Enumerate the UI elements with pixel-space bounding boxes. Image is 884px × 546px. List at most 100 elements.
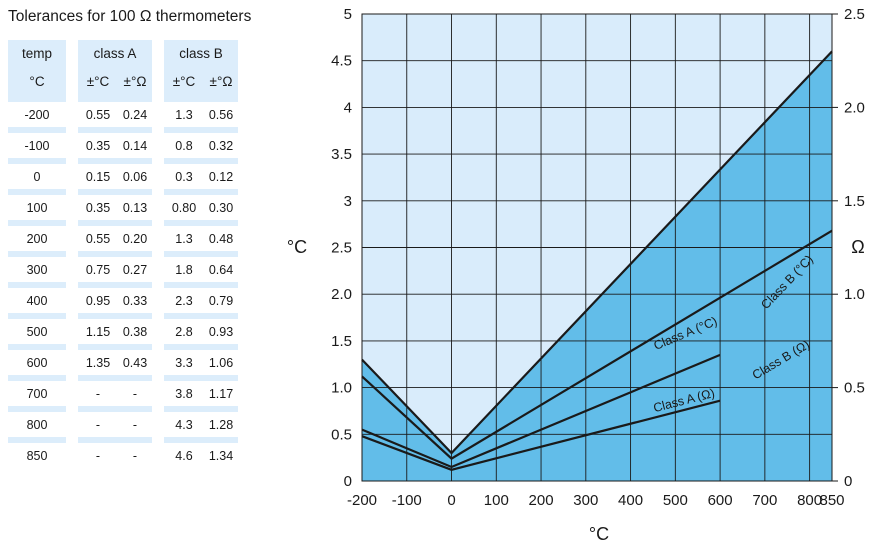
cell-a-degc: - <box>95 417 101 432</box>
cell-b-degc: 4.6 <box>175 448 193 463</box>
y-left-tick-label: 4 <box>344 99 352 116</box>
header-temp: temp <box>8 40 66 66</box>
cell-temp: 600 <box>26 355 48 370</box>
cell-temp: 200 <box>26 231 48 246</box>
table-row: 0 0.15 0.06 0.3 0.12 <box>8 164 238 189</box>
cell-temp: 700 <box>26 386 48 401</box>
x-tick-label: 200 <box>529 492 554 509</box>
table-row: 700 - - 3.8 1.17 <box>8 381 238 406</box>
header-b-degc: ±°C <box>164 66 204 96</box>
y-left-tick-label: 2.5 <box>331 240 352 257</box>
cell-b-degc: 2.8 <box>175 324 193 339</box>
cell-a-degc: - <box>95 386 101 401</box>
cell-temp: -100 <box>24 138 50 153</box>
cell-a-degc: 0.35 <box>85 138 111 153</box>
cell-a-degc: 0.15 <box>85 169 111 184</box>
cell-b-degc: 3.3 <box>175 355 193 370</box>
y-left-tick-label: 2.0 <box>331 286 352 303</box>
cell-b-degc: 0.80 <box>171 200 197 215</box>
table-row: 300 0.75 0.27 1.8 0.64 <box>8 257 238 282</box>
cell-a-ohm: - <box>132 417 138 432</box>
y-right-tick-label: 2.0 <box>844 99 865 116</box>
table-row: 850 - - 4.6 1.34 <box>8 443 238 468</box>
y-right-tick-label: 2.5 <box>844 6 865 23</box>
y-right-tick-label: 1.5 <box>844 193 865 210</box>
tolerance-table: temp class A class B °C ±°C ±°Ω ±°C ±°Ω … <box>8 40 238 468</box>
cell-a-degc: - <box>95 448 101 463</box>
cell-a-degc: 0.75 <box>85 262 111 277</box>
y-left-tick-label: 4.5 <box>331 53 352 70</box>
cell-a-ohm: 0.27 <box>122 262 148 277</box>
cell-b-degc: 3.8 <box>175 386 193 401</box>
cell-b-ohm: 1.28 <box>208 417 234 432</box>
y-left-axis-label: °C <box>287 237 307 257</box>
y-right-axis-label: Ω <box>851 237 864 257</box>
cell-a-ohm: - <box>132 386 138 401</box>
y-right-tick-label: 0.5 <box>844 380 865 397</box>
header-b-ohm: ±°Ω <box>204 66 238 96</box>
cell-temp: 0 <box>33 169 41 184</box>
cell-b-ohm: 0.79 <box>208 293 234 308</box>
cell-b-ohm: 1.06 <box>208 355 234 370</box>
cell-b-degc: 1.3 <box>175 231 193 246</box>
cell-temp: 400 <box>26 293 48 308</box>
x-axis-label: °C <box>589 524 609 544</box>
y-left-tick-label: 3.5 <box>331 146 352 163</box>
cell-a-ohm: 0.43 <box>122 355 148 370</box>
class-a-degc-line <box>361 353 721 469</box>
table-row: 600 1.35 0.43 3.3 1.06 <box>8 350 238 375</box>
cell-a-degc: 0.55 <box>85 107 111 122</box>
cell-b-ohm: 1.17 <box>208 386 234 401</box>
y-left-tick-label: 1.0 <box>331 380 352 397</box>
y-right-tick-label: 0 <box>844 473 852 490</box>
header-temp-unit: °C <box>8 66 66 96</box>
cell-a-ohm: 0.06 <box>122 169 148 184</box>
table-title: Tolerances for 100 Ω thermometers <box>8 8 252 25</box>
cell-a-degc: 0.95 <box>85 293 111 308</box>
cell-a-degc: 1.15 <box>85 324 111 339</box>
y-left-tick-label: 0.5 <box>331 426 352 443</box>
y-left-tick-label: 3 <box>344 193 352 210</box>
x-tick-label: 850 <box>819 492 844 509</box>
x-tick-label: 100 <box>484 492 509 509</box>
cell-a-ohm: 0.24 <box>122 107 148 122</box>
cell-b-degc: 1.3 <box>175 107 193 122</box>
cell-a-degc: 0.55 <box>85 231 111 246</box>
plot-frame <box>361 13 833 482</box>
table-row: 400 0.95 0.33 2.3 0.79 <box>8 288 238 313</box>
cell-b-degc: 2.3 <box>175 293 193 308</box>
x-tick-label: 400 <box>618 492 643 509</box>
cell-b-ohm: 0.64 <box>208 262 234 277</box>
x-tick-label: 600 <box>708 492 733 509</box>
cell-a-ohm: 0.38 <box>122 324 148 339</box>
y-right-tick-label: 1.0 <box>844 286 865 303</box>
tolerance-area-fill <box>362 51 832 482</box>
header-a-degc: ±°C <box>78 66 118 96</box>
y-left-tick-label: 0 <box>344 473 352 490</box>
table-row: 100 0.35 0.13 0.80 0.30 <box>8 195 238 220</box>
table-row: 500 1.15 0.38 2.8 0.93 <box>8 319 238 344</box>
cell-b-degc: 0.3 <box>175 169 193 184</box>
cell-b-degc: 0.8 <box>175 138 193 153</box>
cell-b-ohm: 0.48 <box>208 231 234 246</box>
cell-temp: 800 <box>26 417 48 432</box>
header-a-ohm: ±°Ω <box>118 66 152 96</box>
cell-b-ohm: 0.32 <box>208 138 234 153</box>
cell-a-ohm: 0.14 <box>122 138 148 153</box>
table-row: 800 - - 4.3 1.28 <box>8 412 238 437</box>
cell-b-degc: 1.8 <box>175 262 193 277</box>
cell-b-ohm: 1.34 <box>208 448 234 463</box>
cell-temp: 850 <box>26 448 48 463</box>
x-tick-label: 500 <box>663 492 688 509</box>
class-a-ohm-line <box>361 399 721 471</box>
header-class-b: class B <box>164 40 238 66</box>
cell-temp: 500 <box>26 324 48 339</box>
table-row: -200 0.55 0.24 1.3 0.56 <box>8 102 238 127</box>
cell-a-degc: 0.35 <box>85 200 111 215</box>
x-tick-label: 700 <box>752 492 777 509</box>
table-row: 200 0.55 0.20 1.3 0.48 <box>8 226 238 251</box>
y-left-tick-label: 1.5 <box>331 333 352 350</box>
table-row: -100 0.35 0.14 0.8 0.32 <box>8 133 238 158</box>
x-tick-label: -200 <box>347 492 377 509</box>
